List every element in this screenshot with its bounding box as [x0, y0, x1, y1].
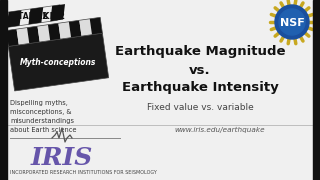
Bar	[6, 29, 19, 46]
Text: TAKE 2: TAKE 2	[29, 12, 65, 21]
Text: IRIS: IRIS	[31, 146, 93, 170]
Text: www.iris.edu/earthquake: www.iris.edu/earthquake	[175, 127, 265, 133]
Text: INCORPORATED RESEARCH INSTITUTIONS FOR SEISMOLOGY: INCORPORATED RESEARCH INSTITUTIONS FOR S…	[10, 170, 157, 174]
Text: Dispelling myths,
misconceptions, &
misunderstandings
about Earth science: Dispelling myths, misconceptions, & misu…	[10, 100, 76, 133]
Bar	[27, 26, 40, 44]
Bar	[17, 28, 29, 45]
Text: Myth-conceptions: Myth-conceptions	[20, 58, 97, 67]
Bar	[69, 20, 82, 38]
Text: Earthquake Intensity: Earthquake Intensity	[122, 82, 278, 94]
Bar	[58, 22, 71, 39]
Bar	[0, 0, 7, 180]
Text: TAKE 2: TAKE 2	[18, 12, 47, 21]
Bar	[79, 19, 92, 36]
Bar	[6, 17, 102, 46]
Polygon shape	[279, 9, 305, 35]
FancyBboxPatch shape	[8, 33, 109, 91]
Polygon shape	[28, 7, 43, 24]
Bar	[37, 25, 50, 42]
Bar	[90, 17, 102, 35]
Bar	[313, 0, 320, 180]
Bar	[48, 23, 60, 40]
Polygon shape	[50, 4, 65, 21]
Text: Fixed value vs. variable: Fixed value vs. variable	[147, 103, 253, 112]
Text: NSF: NSF	[280, 18, 304, 28]
Text: vs.: vs.	[189, 64, 211, 76]
Text: Earthquake Magnitude: Earthquake Magnitude	[115, 46, 285, 58]
Polygon shape	[7, 10, 21, 28]
Polygon shape	[275, 5, 309, 39]
Polygon shape	[0, 5, 60, 29]
